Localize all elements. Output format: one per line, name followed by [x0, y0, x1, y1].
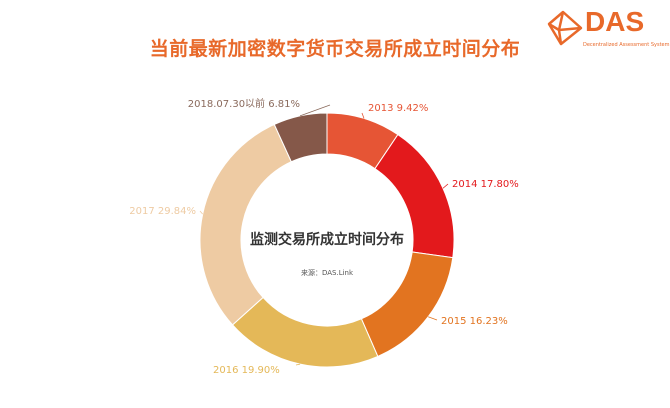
logo-text: DAS: [585, 6, 645, 37]
page-title: 当前最新加密数字货币交易所成立时间分布: [149, 38, 521, 60]
data-label: 2018.07.30以前 6.81%: [188, 97, 300, 110]
network-logo-icon: [547, 10, 583, 46]
leader-line: [199, 210, 203, 215]
leader-line: [428, 316, 438, 321]
leader-line: [442, 183, 449, 189]
slice-2016: [231, 296, 379, 368]
data-label: 2015 16.23%: [441, 316, 508, 327]
slice-2018.07.30以前: [273, 112, 328, 163]
leader-line: [361, 112, 365, 119]
das-logo: DAS Decentralized Assessment System: [545, 6, 669, 56]
leader-line: [299, 104, 331, 117]
data-label: 2016 19.90%: [213, 365, 280, 376]
slice-2015: [360, 251, 454, 358]
leader-line: [295, 363, 301, 366]
slice-2017: [199, 123, 292, 326]
data-label: 2017 29.84%: [129, 206, 196, 217]
center-title: 监测交易所成立时间分布: [250, 231, 404, 248]
data-label: 2013 9.42%: [368, 103, 428, 114]
center-source: 来源：DAS.Link: [301, 268, 354, 277]
data-label: 2014 17.80%: [452, 179, 519, 190]
logo-subtitle: Decentralized Assessment System: [583, 42, 670, 48]
